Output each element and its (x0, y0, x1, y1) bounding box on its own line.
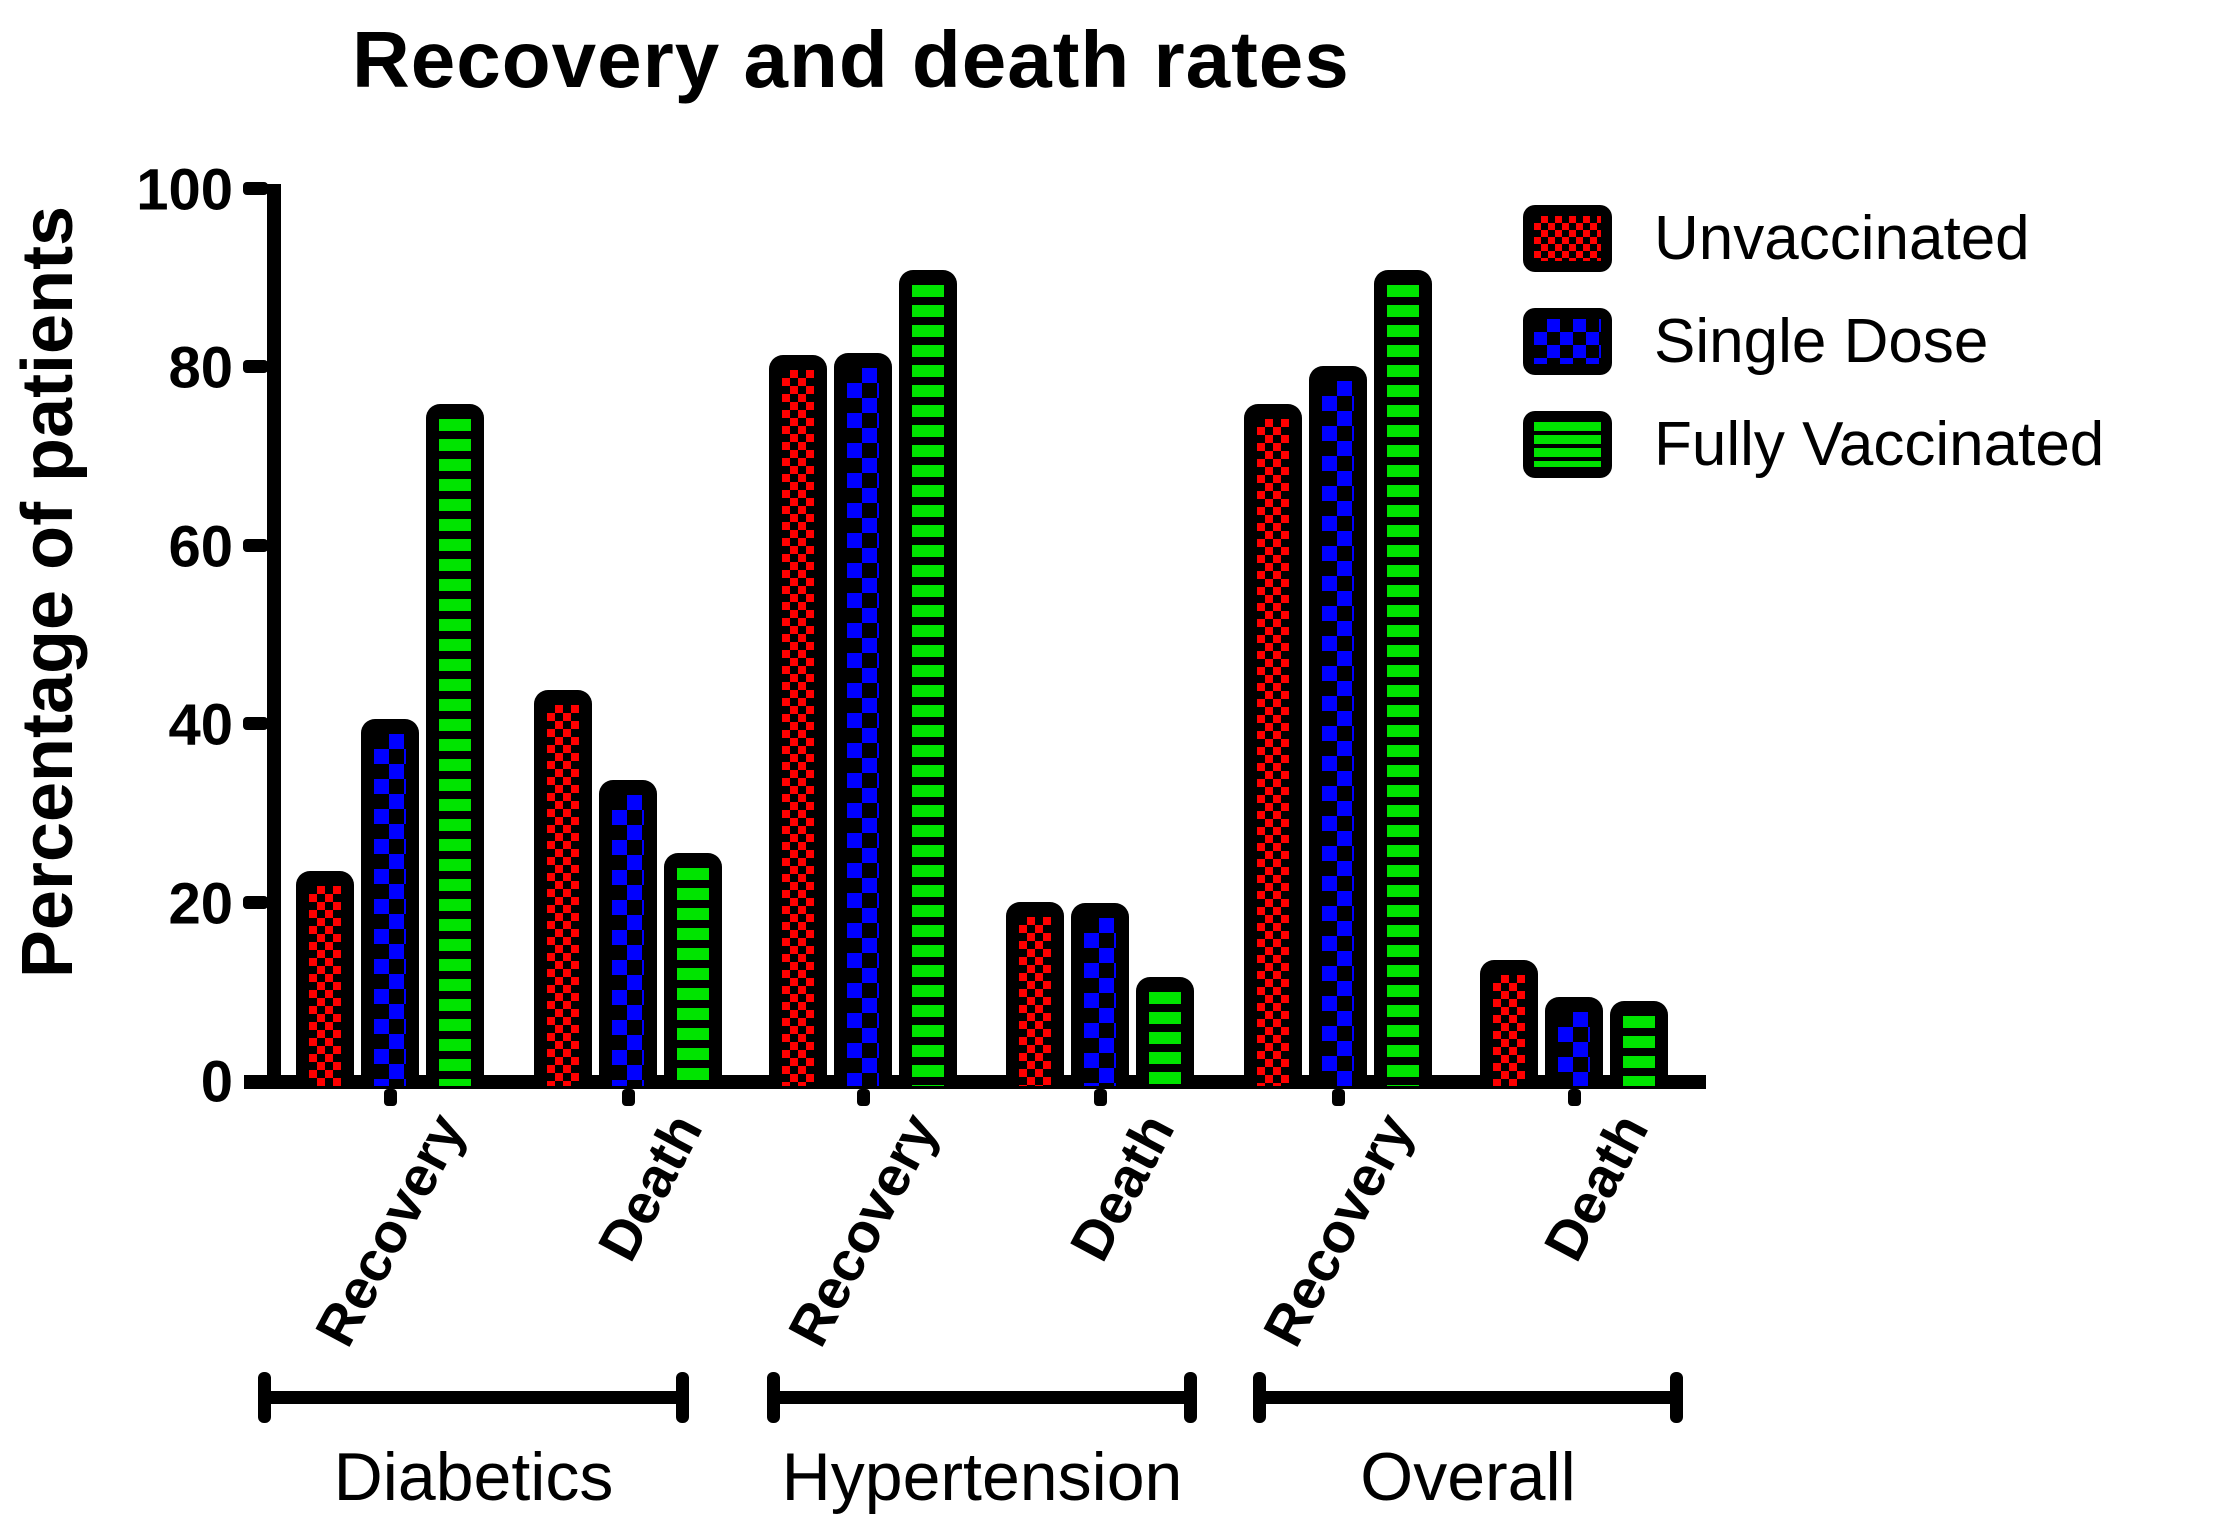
bar-pattern-fill (374, 733, 406, 1086)
group-bracket-line (258, 1391, 689, 1404)
group-bracket-right-cap (1184, 1372, 1197, 1423)
y-tick-label: 60 (168, 514, 233, 580)
bar-pattern-fill (1257, 418, 1289, 1086)
group-label-hypertension: Hypertension (781, 1439, 1183, 1515)
bar-overall-death-fully-vaccinated (1610, 1000, 1668, 1086)
y-axis-title: Percentage of patients (8, 205, 88, 979)
bar-hypertension-recovery-single-dose (834, 353, 892, 1086)
bar-pattern-fill (439, 418, 471, 1086)
bar-pattern-fill (912, 285, 944, 1086)
group-bracket-left-cap (767, 1372, 780, 1423)
bar-hypertension-death-single-dose (1071, 903, 1129, 1086)
x-axis-tick (857, 1089, 870, 1106)
x-category-label: Death (1531, 1103, 1661, 1271)
chart-title: Recovery and death rates (352, 15, 1350, 104)
group-label-diabetics: Diabetics (333, 1439, 614, 1515)
bar-pattern-fill (309, 886, 341, 1086)
x-axis-tick (1568, 1089, 1581, 1106)
legend-swatch-pattern (1534, 216, 1601, 261)
y-axis-tick (243, 360, 268, 374)
bar-pattern-fill (1387, 285, 1419, 1086)
bar-overall-recovery-single-dose (1309, 366, 1367, 1086)
bar-diabetics-death-fully-vaccinated (664, 852, 722, 1086)
y-axis-tick (243, 895, 268, 909)
group-bracket-left-cap (1253, 1372, 1266, 1423)
legend-swatch-fine-checker-icon (1523, 205, 1612, 272)
bar-diabetics-recovery-fully-vaccinated (426, 403, 484, 1086)
y-tick-label: 0 (200, 1049, 233, 1115)
bar-overall-death-unvaccinated (1480, 960, 1538, 1086)
legend-swatch-horizontal-stripes-icon (1523, 411, 1612, 478)
bar-hypertension-recovery-unvaccinated (769, 354, 827, 1086)
bar-diabetics-death-single-dose (599, 780, 657, 1086)
y-tick-label: 40 (168, 692, 233, 758)
group-bracket-right-cap (676, 1372, 689, 1423)
legend: Unvaccinated Single Dose Fully Vaccinated (1523, 205, 2104, 478)
legend-swatch-pattern (1534, 422, 1601, 467)
bar-overall-death-single-dose (1545, 997, 1603, 1086)
bar-pattern-fill (1084, 918, 1116, 1086)
bar-diabetics-death-unvaccinated (534, 690, 592, 1086)
bar-pattern-fill (1493, 975, 1525, 1086)
bar-pattern-fill (782, 369, 814, 1086)
bar-hypertension-death-fully-vaccinated (1136, 976, 1194, 1086)
y-tick-label: 100 (136, 157, 233, 223)
y-axis-line (267, 184, 281, 1089)
bar-overall-recovery-fully-vaccinated (1374, 270, 1432, 1086)
group-bracket-line (767, 1391, 1197, 1404)
legend-swatch-pattern (1534, 319, 1601, 364)
bar-pattern-fill (1623, 1015, 1655, 1086)
y-tick-label: 80 (168, 335, 233, 401)
legend-item-fully-vaccinated: Fully Vaccinated (1523, 411, 2104, 478)
y-axis-tick (243, 538, 268, 552)
x-axis-tick (1094, 1089, 1107, 1106)
legend-label: Single Dose (1654, 307, 1989, 376)
bar-diabetics-recovery-unvaccinated (296, 871, 354, 1086)
group-label-overall: Overall (1360, 1439, 1576, 1515)
x-axis-tick (1332, 1089, 1345, 1106)
bar-diabetics-recovery-single-dose (361, 718, 419, 1086)
x-axis-tick (622, 1089, 635, 1106)
y-axis-tick (243, 182, 268, 195)
bar-hypertension-recovery-fully-vaccinated (899, 270, 957, 1086)
group-bracket-line (1253, 1391, 1683, 1404)
bar-pattern-fill (1322, 381, 1354, 1086)
y-axis-tick (243, 717, 268, 731)
bar-pattern-fill (1019, 916, 1051, 1086)
bar-pattern-fill (612, 795, 644, 1086)
legend-label: Unvaccinated (1654, 204, 2030, 273)
bar-hypertension-death-unvaccinated (1006, 901, 1064, 1086)
bar-pattern-fill (847, 368, 879, 1086)
bar-pattern-fill (1558, 1012, 1590, 1086)
x-category-label: Death (585, 1103, 715, 1271)
x-category-label: Death (1057, 1103, 1187, 1271)
legend-item-single-dose: Single Dose (1523, 308, 2104, 375)
y-tick-label: 20 (168, 871, 233, 937)
group-bracket-left-cap (258, 1372, 271, 1423)
legend-label: Fully Vaccinated (1654, 410, 2105, 479)
x-category-label: Recovery (775, 1103, 950, 1356)
bar-pattern-fill (1149, 991, 1181, 1086)
x-axis-tick (384, 1089, 397, 1106)
legend-swatch-coarse-checker-icon (1523, 308, 1612, 375)
bar-overall-recovery-unvaccinated (1244, 403, 1302, 1086)
x-category-label: Recovery (302, 1103, 477, 1356)
legend-item-unvaccinated: Unvaccinated (1523, 205, 2104, 272)
bar-pattern-fill (677, 867, 709, 1086)
x-category-label: Recovery (1250, 1103, 1425, 1356)
group-bracket-right-cap (1670, 1372, 1683, 1423)
bar-pattern-fill (547, 705, 579, 1086)
